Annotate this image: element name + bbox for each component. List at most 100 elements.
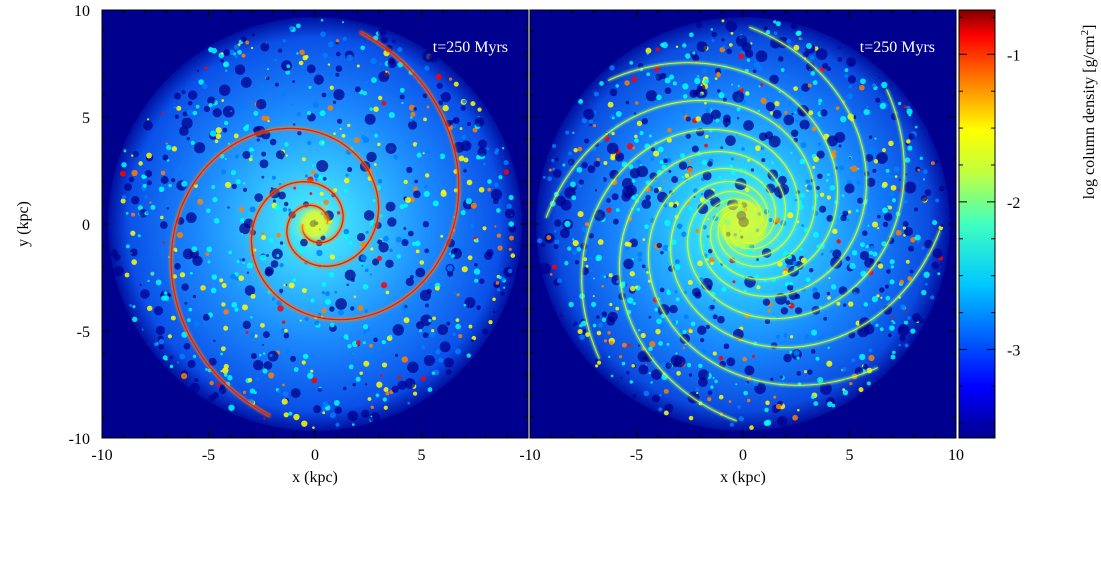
- right-density-clump: [609, 88, 618, 97]
- right-density-clump: [808, 110, 814, 116]
- left-density-clump: [276, 232, 281, 238]
- left-density-clump: [146, 305, 153, 312]
- left-density-clump: [463, 169, 467, 173]
- right-density-clump: [811, 329, 818, 336]
- right-density-clump: [820, 252, 824, 256]
- left-density-clump: [405, 277, 415, 287]
- left-density-clump: [327, 41, 334, 48]
- right-density-clump: [764, 318, 771, 325]
- left-density-clump: [171, 146, 178, 152]
- left-density-clump: [296, 23, 301, 29]
- right-density-clump: [923, 169, 928, 175]
- left-density-clump: [158, 343, 164, 350]
- left-density-clump: [299, 49, 305, 56]
- right-density-clump: [568, 301, 574, 308]
- left-density-clump: [335, 65, 343, 73]
- left-density-clump: [322, 176, 327, 181]
- right-density-clump: [777, 175, 787, 185]
- right-density-clump: [731, 83, 734, 86]
- right-density-clump: [720, 146, 724, 150]
- right-density-clump: [540, 242, 546, 248]
- left-density-clump: [144, 195, 148, 199]
- right-density-clump: [649, 341, 656, 348]
- left-density-clump: [270, 260, 279, 268]
- right-density-clump: [889, 325, 895, 331]
- right-density-clump: [547, 176, 552, 182]
- left-density-clump: [339, 127, 342, 131]
- right-density-clump: [838, 108, 842, 113]
- right-density-clump: [718, 355, 724, 361]
- left-density-clump: [296, 52, 299, 55]
- right-density-clump: [714, 379, 718, 384]
- left-density-clump: [338, 309, 344, 316]
- left-density-clump: [278, 182, 282, 186]
- right-density-clump: [724, 124, 728, 128]
- right-density-clump: [768, 135, 781, 148]
- left-density-clump: [496, 288, 501, 292]
- left-density-clump: [465, 198, 472, 205]
- right-density-clump: [876, 152, 888, 164]
- right-density-clump: [662, 180, 665, 183]
- right-density-clump: [768, 218, 773, 222]
- right-density-clump: [664, 403, 674, 413]
- right-density-clump: [585, 264, 589, 268]
- left-density-clump: [182, 111, 188, 117]
- right-density-clump: [786, 39, 791, 44]
- right-density-clump: [881, 81, 888, 89]
- right-density-clump: [668, 201, 674, 207]
- colorbar-tick-label: -2: [1007, 195, 1020, 212]
- right-density-clump: [796, 356, 800, 360]
- right-density-clump: [776, 416, 788, 427]
- right-density-clump: [672, 320, 677, 325]
- right-density-clump: [663, 158, 668, 164]
- right-density-clump: [801, 224, 804, 227]
- left-density-clump: [161, 111, 164, 115]
- left-density-clump: [365, 80, 369, 85]
- right-density-clump: [621, 361, 626, 366]
- right-density-clump: [900, 304, 906, 310]
- right-density-clump: [662, 244, 669, 252]
- right-density-clump: [800, 193, 806, 199]
- colorbar-label-close: ]: [1081, 25, 1098, 30]
- left-density-clump: [414, 240, 421, 247]
- right-density-clump: [885, 284, 889, 289]
- left-density-clump: [492, 297, 496, 301]
- left-y-tick-label: -5: [77, 324, 90, 341]
- left-density-clump: [131, 196, 140, 205]
- left-density-clump: [137, 234, 141, 238]
- right-density-clump: [904, 343, 909, 348]
- right-density-clump: [879, 287, 885, 293]
- left-density-clump: [508, 268, 513, 274]
- left-density-clump: [391, 385, 399, 393]
- right-density-clump: [859, 250, 870, 261]
- left-density-clump: [159, 221, 168, 229]
- left-density-clump: [234, 64, 246, 75]
- left-density-clump: [322, 52, 328, 59]
- right-density-clump: [599, 274, 605, 280]
- left-density-clump: [343, 234, 349, 240]
- left-density-clump: [329, 412, 336, 419]
- right-density-clump: [616, 280, 620, 284]
- left-density-clump: [247, 377, 253, 383]
- right-density-clump: [565, 130, 570, 135]
- left-density-clump: [470, 223, 475, 228]
- right-density-clump: [773, 31, 778, 36]
- right-density-clump: [787, 212, 794, 219]
- left-density-clump: [475, 239, 479, 243]
- right-density-clump: [626, 370, 630, 375]
- left-density-clump: [461, 266, 468, 273]
- left-density-clump: [453, 81, 459, 87]
- right-x-tick-label: 0: [739, 447, 747, 464]
- right-density-clump: [707, 390, 713, 396]
- left-density-clump: [297, 131, 302, 136]
- left-density-clump: [306, 64, 316, 74]
- left-density-clump: [387, 217, 397, 227]
- right-density-clump: [904, 157, 911, 163]
- right-density-clump: [670, 354, 682, 367]
- left-density-clump: [261, 115, 267, 121]
- left-density-clump: [363, 360, 370, 367]
- right-density-clump: [696, 22, 703, 29]
- left-density-clump: [192, 110, 198, 116]
- left-density-clump: [335, 72, 340, 77]
- right-density-clump: [609, 302, 613, 307]
